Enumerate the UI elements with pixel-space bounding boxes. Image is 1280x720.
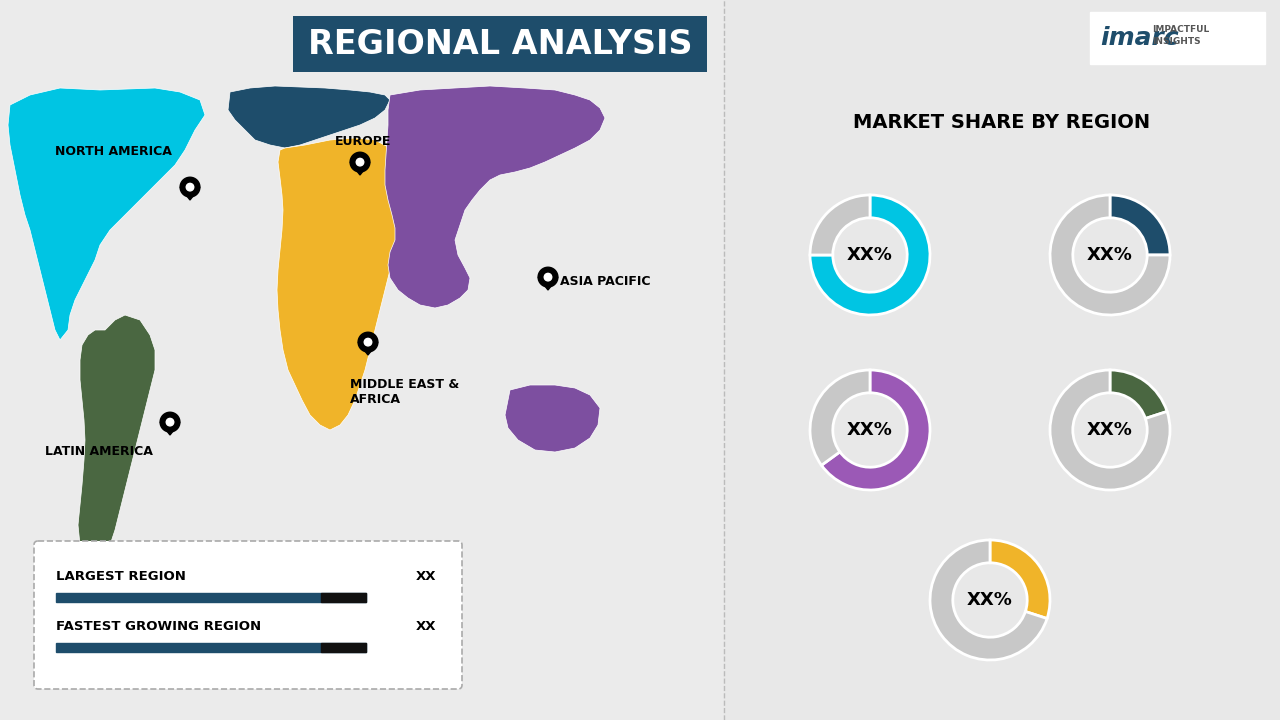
Text: REGIONAL ANALYSIS: REGIONAL ANALYSIS	[307, 27, 692, 60]
Bar	[321, 593, 366, 602]
Text: XX: XX	[416, 570, 436, 583]
Text: XX%: XX%	[847, 421, 893, 439]
Circle shape	[365, 338, 371, 346]
Text: FASTEST GROWING REGION: FASTEST GROWING REGION	[56, 621, 261, 634]
Circle shape	[166, 418, 174, 426]
Wedge shape	[822, 370, 931, 490]
Text: XX%: XX%	[968, 591, 1012, 609]
Polygon shape	[385, 86, 605, 308]
Wedge shape	[1050, 370, 1170, 490]
Polygon shape	[160, 422, 180, 435]
Circle shape	[538, 267, 558, 287]
Polygon shape	[538, 277, 558, 290]
Bar	[321, 643, 366, 652]
Circle shape	[358, 332, 378, 352]
Bar	[56, 643, 366, 652]
Text: MIDDLE EAST &: MIDDLE EAST &	[349, 378, 460, 391]
Text: imarc: imarc	[1100, 26, 1179, 50]
Polygon shape	[351, 162, 370, 175]
Text: XX%: XX%	[1087, 246, 1133, 264]
Bar	[56, 593, 366, 602]
Polygon shape	[228, 86, 390, 148]
Text: NORTH AMERICA: NORTH AMERICA	[55, 145, 172, 158]
Wedge shape	[810, 370, 870, 465]
Text: XX: XX	[416, 621, 436, 634]
Wedge shape	[1110, 370, 1167, 418]
Circle shape	[186, 184, 193, 191]
Polygon shape	[276, 138, 408, 430]
FancyBboxPatch shape	[293, 16, 707, 72]
Circle shape	[544, 274, 552, 281]
Circle shape	[356, 158, 364, 166]
Polygon shape	[358, 342, 378, 355]
Polygon shape	[506, 385, 600, 452]
Text: INSIGHTS: INSIGHTS	[1152, 37, 1201, 47]
Bar	[1091, 12, 1265, 64]
Text: AFRICA: AFRICA	[349, 393, 401, 406]
Wedge shape	[989, 540, 1050, 618]
Polygon shape	[8, 88, 205, 340]
Text: XX%: XX%	[847, 246, 893, 264]
Wedge shape	[1110, 195, 1170, 255]
Wedge shape	[1050, 195, 1170, 315]
Polygon shape	[180, 187, 200, 200]
Wedge shape	[931, 540, 1047, 660]
Text: MARKET SHARE BY REGION: MARKET SHARE BY REGION	[854, 112, 1151, 132]
Circle shape	[160, 413, 180, 432]
Text: IMPACTFUL: IMPACTFUL	[1152, 25, 1210, 35]
Wedge shape	[810, 195, 870, 255]
Text: LARGEST REGION: LARGEST REGION	[56, 570, 186, 583]
Text: XX%: XX%	[1087, 421, 1133, 439]
Text: LATIN AMERICA: LATIN AMERICA	[45, 445, 152, 458]
Wedge shape	[810, 195, 931, 315]
Circle shape	[180, 177, 200, 197]
Bar	[724, 0, 1280, 720]
Text: EUROPE: EUROPE	[335, 135, 392, 148]
Polygon shape	[78, 315, 155, 570]
FancyBboxPatch shape	[35, 541, 462, 689]
Text: ASIA PACIFIC: ASIA PACIFIC	[561, 275, 650, 288]
Circle shape	[351, 152, 370, 172]
